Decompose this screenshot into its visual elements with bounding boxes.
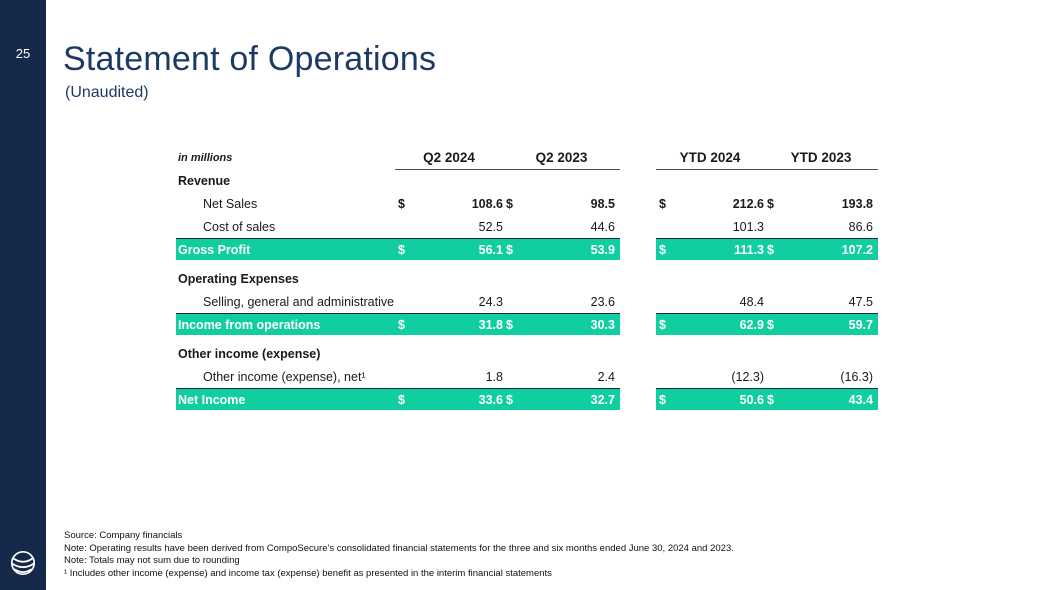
row-spacer	[176, 335, 878, 342]
col-header-ytd-2024: YTD 2024	[656, 146, 764, 170]
page-title: Statement of Operations	[63, 40, 437, 78]
dollar-sign: $	[503, 388, 529, 410]
dollar-sign: $	[659, 196, 666, 211]
table-row-section-revenue: Revenue	[178, 173, 231, 188]
dollar-sign: $	[506, 196, 513, 211]
table-row-income-from-operations: Income from operations $ 31.8 $ 30.3 $ 6…	[176, 313, 878, 335]
col-header-ytd-2023: YTD 2023	[764, 146, 878, 170]
column-gap	[620, 146, 656, 169]
footnote-source: Source: Company financials	[64, 530, 183, 541]
row-spacer	[176, 260, 878, 267]
dollar-sign: $	[395, 388, 419, 410]
table-row-cost-of-sales: Cost of sales 52.5 44.6 101.3 86.6	[203, 219, 873, 234]
dollar-sign: $	[656, 313, 680, 335]
page-subtitle: (Unaudited)	[65, 84, 149, 101]
dollar-sign: $	[395, 313, 419, 335]
col-header-q2-2024: Q2 2024	[395, 146, 503, 170]
dollar-sign: $	[767, 196, 774, 211]
table-row-gross-profit: Gross Profit $ 56.1 $ 53.9 $ 111.3 $ 107…	[176, 238, 878, 260]
footnote-derivation: Note: Operating results have been derive…	[64, 542, 734, 554]
table-row-net-sales: Net Sales $ 108.6 $ 98.5 $ 212.6 $ 193.8	[176, 192, 878, 215]
left-sidebar	[0, 0, 46, 590]
dollar-sign: $	[656, 388, 680, 410]
footnote-other-income: ¹ Includes other income (expense) and in…	[64, 567, 552, 579]
composecure-logo-icon	[10, 550, 36, 576]
dollar-sign: $	[503, 313, 529, 335]
dollar-sign: $	[764, 313, 790, 335]
dollar-sign: $	[764, 388, 790, 410]
table-row-section-other-income: Other income (expense)	[178, 346, 321, 361]
statement-of-operations-table: in millions Q2 2024 Q2 2023 YTD 2024 YTD…	[176, 146, 878, 410]
dollar-sign: $	[656, 238, 680, 260]
table-row-other-income-net: Other income (expense), net¹ 1.8 2.4 (12…	[203, 369, 873, 384]
dollar-sign: $	[395, 238, 419, 260]
dollar-sign: $	[398, 196, 405, 211]
dollar-sign: $	[503, 238, 529, 260]
footnote-rounding: Note: Totals may not sum due to rounding	[64, 555, 240, 567]
table-row-sga: Selling, general and administrative 24.3…	[203, 294, 873, 309]
table-header-row: in millions Q2 2024 Q2 2023 YTD 2024 YTD…	[176, 146, 878, 170]
col-header-q2-2023: Q2 2023	[503, 146, 620, 170]
unit-label: in millions	[178, 151, 233, 164]
table-row-section-operating-expenses: Operating Expenses	[178, 271, 299, 286]
dollar-sign: $	[764, 238, 790, 260]
footnotes: Source: Company financials Note: Operati…	[64, 530, 734, 580]
table-row-net-income: Net Income $ 33.6 $ 32.7 $ 50.6 $ 43.4	[176, 388, 878, 410]
page-number: 25	[15, 46, 31, 61]
